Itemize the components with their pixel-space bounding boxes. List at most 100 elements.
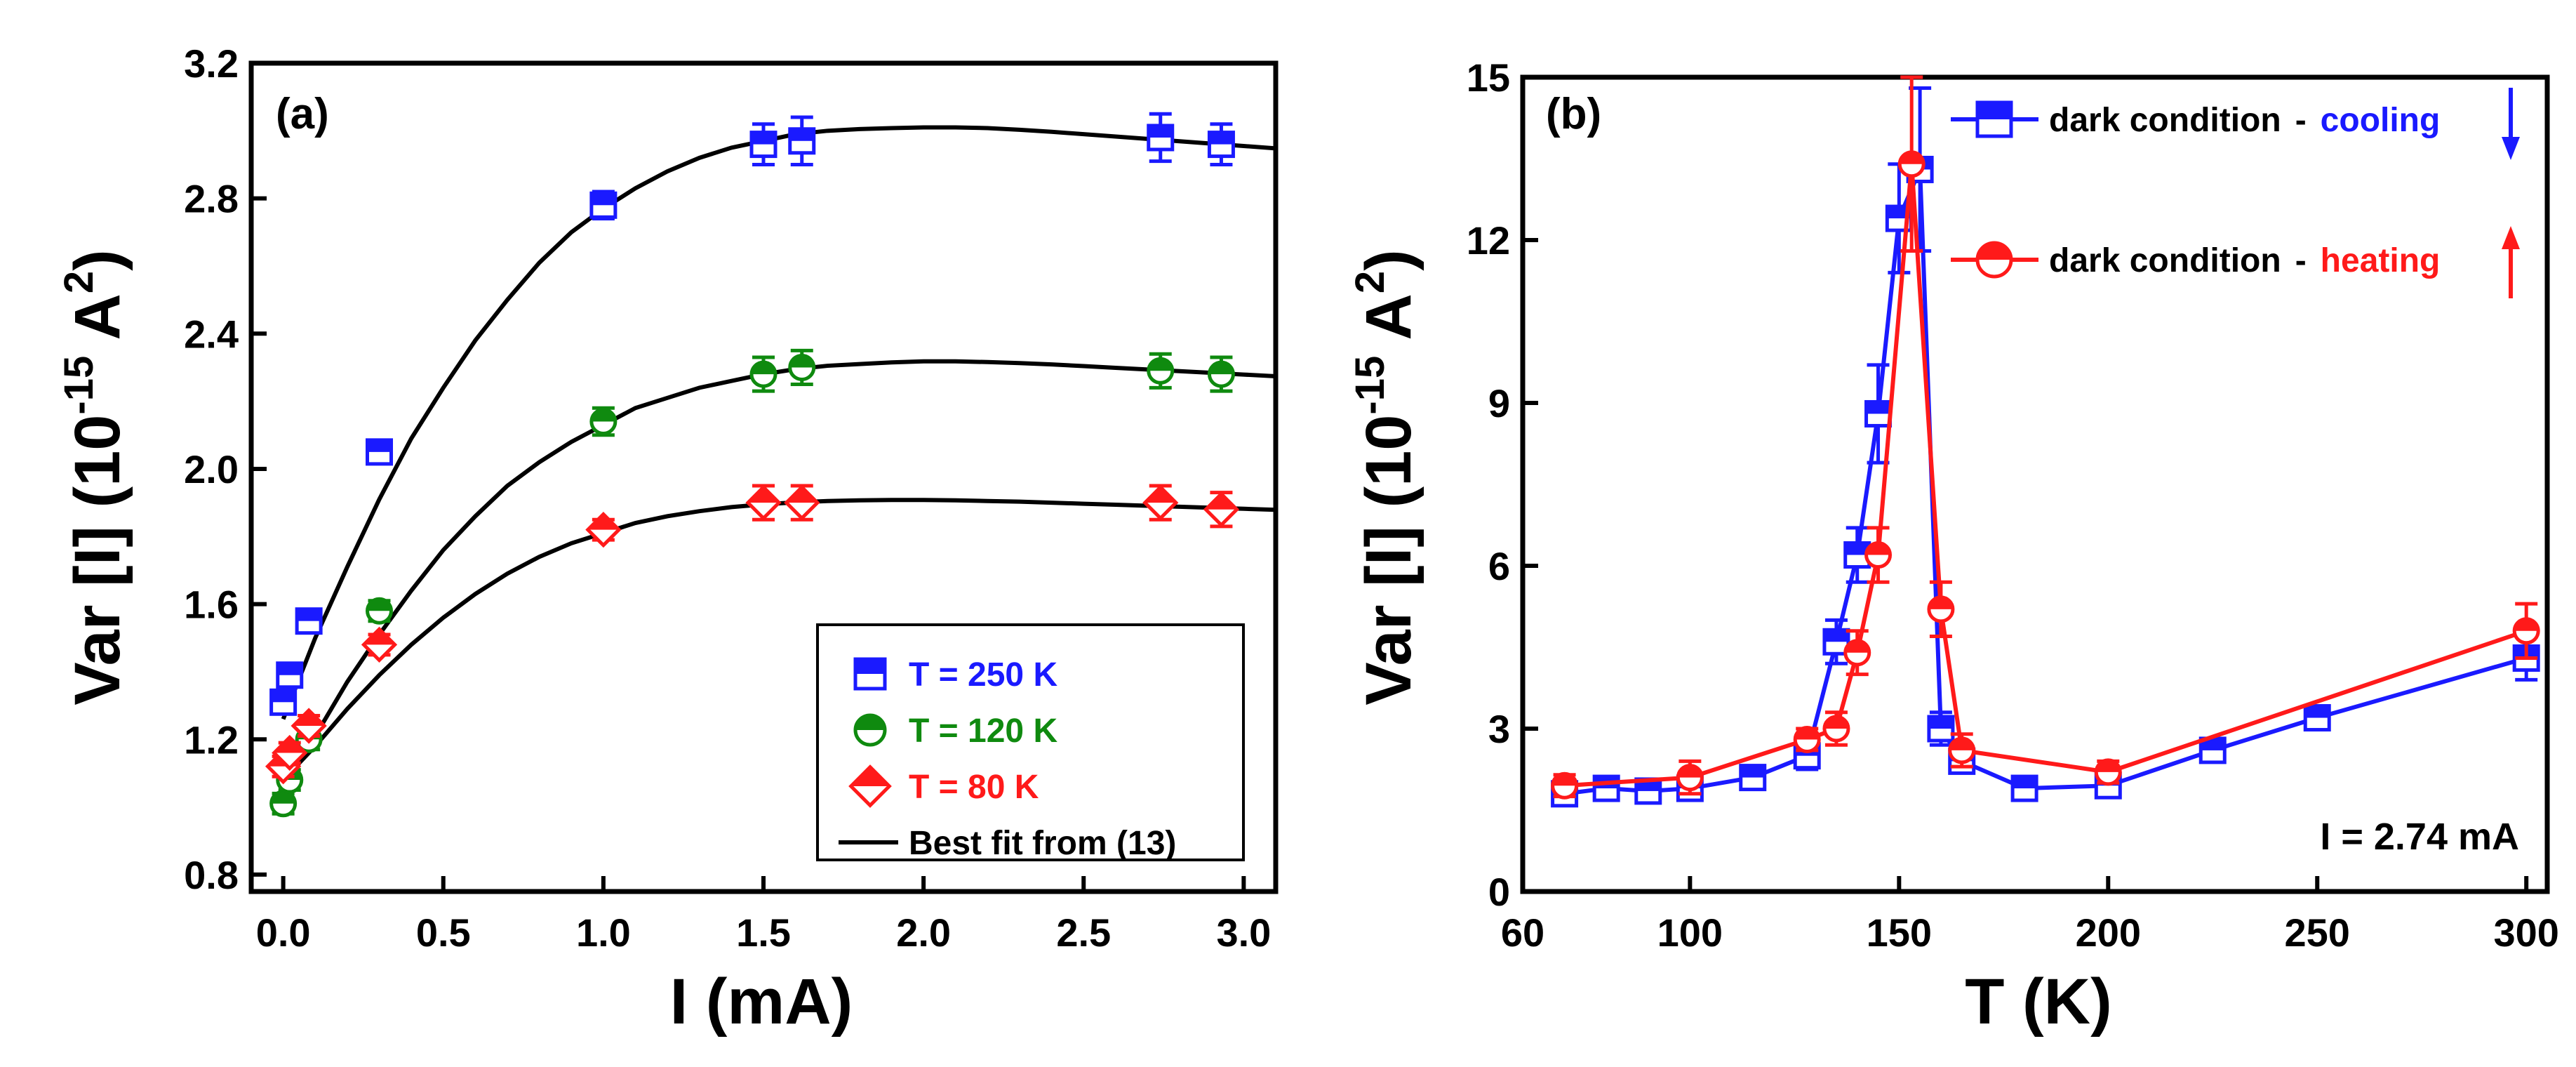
panel-a-legend-item-4: Best fit from (13) [839, 825, 1176, 862]
panel-b-data-point [1793, 725, 1821, 753]
panel-b-data-point [2198, 736, 2227, 764]
panel-a-data-point [269, 688, 298, 716]
panel-b-data-point [2094, 758, 2122, 786]
panel-b-data-point [1864, 541, 1893, 569]
panel-b-data-point [2303, 704, 2331, 732]
panel-a-x-tick-label: 1.5 [736, 910, 791, 955]
panel-b-y-tick-label: 9 [1488, 381, 1510, 425]
panel-a-series-1 [269, 112, 1235, 716]
panel-b-data-point [1592, 774, 1620, 802]
panel-b-data-point [1739, 764, 1767, 792]
panel-a-legend-item-2: T = 120 K [853, 713, 1057, 750]
panel-b-x-tick-label: 100 [1657, 910, 1723, 955]
panel-b-x-tick-label: 200 [2076, 910, 2141, 955]
panel-a-x-tick-label: 3.0 [1216, 910, 1271, 955]
panel-b-y-axis-title: Var [I] (10-15 A2) [1347, 249, 1424, 705]
panel-a-y-tick-label: 2.0 [184, 447, 239, 491]
panel-a-y-tick-label: 3.2 [184, 41, 239, 86]
panel-b-series-2 [1551, 75, 2540, 800]
panel-a-legend-item-1: T = 250 K [853, 656, 1057, 694]
panel-b-data-point [1843, 639, 1871, 667]
panel-a-data-point [291, 708, 327, 744]
panel-a-data-point [1147, 124, 1175, 152]
panel-b-legend-label: dark condition - cooling [2049, 102, 2440, 139]
panel-a-data-point [788, 353, 816, 381]
panel-a-x-tick-label: 0.5 [416, 910, 471, 955]
panel-a-data-point [269, 790, 298, 818]
panel-b-data-point [1634, 777, 1662, 805]
panel-b-x-tick-label: 150 [1867, 910, 1932, 955]
panel-a-x-tick-label: 0.0 [256, 910, 311, 955]
panel-b-data-point [2512, 617, 2540, 645]
panel-a-series-3 [265, 484, 1240, 785]
panel-a-data-point [749, 131, 778, 159]
panel-b-y-tick-label: 3 [1488, 707, 1510, 751]
panel-a-series-2 [269, 348, 1235, 818]
panel-a-legend-swatch [853, 657, 887, 691]
arrow-up-icon [2502, 226, 2520, 298]
panel-a-legend-item-3: T = 80 K [848, 764, 1039, 808]
panel-a-data-point [589, 191, 618, 219]
panel-a-data-point [1147, 357, 1175, 385]
panel-a-y-tick-label: 1.2 [184, 717, 239, 762]
panel-b-data-point [1822, 715, 1850, 743]
panel-b-x-tick-label: 60 [1501, 910, 1544, 955]
panel-b-series-1 [1551, 86, 2540, 808]
panel-b-y-tick-label: 6 [1488, 544, 1510, 588]
panel-b-data-point [2010, 774, 2038, 802]
panel-b-y-tick-label: 12 [1467, 218, 1510, 263]
panel-b-data-point [1948, 736, 1976, 764]
panel-a-x-tick-label: 2.5 [1056, 910, 1111, 955]
panel-a-data-point [1207, 131, 1235, 159]
panel-a-data-point [366, 597, 393, 625]
arrow-down-icon [2502, 88, 2520, 160]
panel-a-data-point [1203, 491, 1240, 528]
panel-a-data-point [585, 512, 622, 548]
panel-a-legend-label: T = 80 K [909, 769, 1039, 806]
panel-a-legend-box [816, 623, 1245, 861]
panel-a-y-tick-label: 2.8 [184, 177, 239, 221]
panel-a-legend: T = 250 K T = 120 K T = 80 K Best fit from … [816, 623, 1245, 862]
panel-b-data-point [1822, 628, 1850, 656]
panel-b-x-axis-title: T (K) [1965, 966, 2111, 1038]
panel-a-legend-label: Best fit from (13) [909, 825, 1176, 862]
panel-a-data-point [589, 408, 618, 436]
panel-b-current-annotation: I = 2.74 mA [2320, 816, 2519, 858]
panel-a-x-tick-label: 1.0 [576, 910, 631, 955]
panel-b-data-point [1864, 399, 1893, 428]
panel-a-data-point [1207, 360, 1235, 388]
panel-a-data-point [272, 734, 308, 771]
panel-a-data-point [745, 484, 782, 521]
panel-b-y-tick-label: 0 [1488, 870, 1510, 914]
panel-b-legend: dark condition - cooling dark condition - hea… [1951, 88, 2520, 298]
panel-b-legend-swatch [1975, 241, 2013, 279]
panel-a-legend-swatch [853, 713, 887, 747]
panel-a: (a) I (mA) Var [I] (10-15 A2) 0.0 0.5 1.0 1… [56, 41, 1279, 1038]
panel-a-y-tick-label: 2.4 [184, 312, 239, 356]
panel-a-data-point [361, 626, 398, 663]
panel-a-data-point [295, 607, 323, 635]
panel-a-legend-swatch [848, 764, 892, 808]
panel-a-y-tick-label: 0.8 [184, 853, 239, 897]
panel-b-x-tick-label: 250 [2285, 910, 2350, 955]
panel-a-x-tick-label: 2.0 [896, 910, 951, 955]
panel-a-data-point [788, 127, 816, 155]
panel-a-data-point [276, 661, 304, 689]
panel-a-legend-label: T = 120 K [909, 713, 1057, 750]
panel-a-legend-label: T = 250 K [909, 656, 1057, 694]
panel-a-data-point [749, 360, 778, 388]
panel-a-label: (a) [276, 90, 329, 138]
panel-b: (b) T (K) Var [I] (10-15 A2) I = 2.74 mA… [1347, 55, 2559, 1038]
panel-b-label: (b) [1546, 90, 1601, 138]
panel-b-legend-item-1: dark condition - cooling [1951, 88, 2520, 160]
panel-a-data-point [1142, 484, 1179, 521]
panel-b-legend-item-2: dark condition - heating [1951, 226, 2520, 298]
panel-a-x-axis-title: I (mA) [670, 966, 853, 1038]
panel-b-data-point [1551, 771, 1579, 800]
panel-b-y-tick-label: 15 [1467, 55, 1510, 100]
panel-a-data-point [784, 484, 820, 521]
panel-b-legend-swatch [1975, 100, 2013, 138]
panel-b-x-tick-label: 300 [2493, 910, 2558, 955]
panel-b-plot-frame [1520, 74, 2550, 894]
